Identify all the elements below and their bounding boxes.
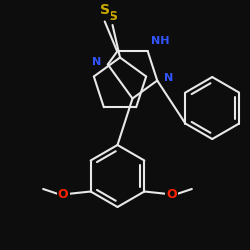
Text: O: O [58,188,68,200]
Text: NH: NH [151,36,170,46]
Text: N: N [92,57,102,67]
Text: N: N [164,73,173,83]
Text: O: O [166,188,177,200]
Text: S: S [108,10,117,22]
Text: S: S [100,4,110,18]
